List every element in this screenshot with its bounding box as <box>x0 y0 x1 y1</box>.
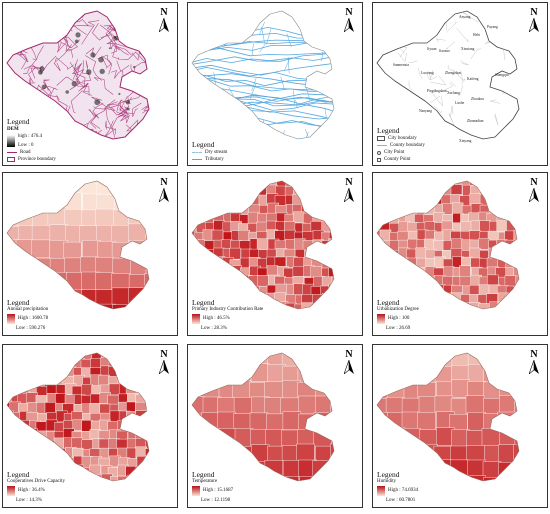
panel-humidity: N Legend Humidity High : 74.6934 Low : 60.78… <box>372 344 548 508</box>
legend-title: Legend <box>192 470 215 479</box>
legend-title: Legend <box>377 470 400 479</box>
city-label: Jiyuan <box>427 47 437 51</box>
admin-map <box>376 10 520 140</box>
legend-gradient <box>192 486 200 496</box>
legend-variable: Temperature <box>192 479 218 484</box>
legend-gradient <box>377 314 385 324</box>
legend-variable: Primary Industry Contribution Rate <box>192 307 264 312</box>
panel-cooperatives: N Legend Cooperatives Drive Capacity High :… <box>2 344 178 508</box>
legend-title: Legend <box>377 298 400 307</box>
legend: Legend Primary Industry Contribution Rate… <box>192 298 263 332</box>
city-label: Kaifeng <box>467 77 479 81</box>
legend: Legend Urbanization Degree High : 100 Low :… <box>377 298 419 332</box>
legend-low: Low : 28.3% <box>201 326 227 331</box>
legend-title: Legend <box>7 470 30 479</box>
north-arrow-icon: N <box>157 350 171 379</box>
choropleth-map <box>376 180 520 310</box>
north-arrow-icon: N <box>527 178 541 207</box>
north-arrow-icon: N <box>342 350 356 379</box>
north-arrow-icon: N <box>342 178 356 207</box>
city-label: Jiaozuo <box>439 49 450 53</box>
panel-admin: Anyang Puyang Hebi Xinxiang Jiaozuo Jiyuan San… <box>372 2 548 166</box>
city-label: Zhumadian <box>467 119 484 123</box>
panel-urbanization: N Legend Urbanization Degree High : 100 Low … <box>372 172 548 336</box>
legend-variable: Cooperatives Drive Capacity <box>7 479 66 484</box>
choropleth-map <box>6 180 150 310</box>
city-label: Luoyang <box>421 71 434 75</box>
city-label: Xuchang <box>447 91 460 95</box>
city-label: Xinyang <box>459 139 472 143</box>
north-arrow-icon: N <box>157 8 171 37</box>
north-arrow-icon: N <box>527 350 541 379</box>
legend-gradient <box>7 486 15 496</box>
legend-variable: Annual precipitation <box>7 307 49 312</box>
legend-low: Low : 14.3% <box>16 498 42 503</box>
legend-gradient <box>192 314 200 324</box>
legend-low: Low : 60.7801 <box>386 498 416 503</box>
legend: Legend Cooperatives Drive Capacity High : … <box>7 470 65 504</box>
dem-map <box>6 10 150 140</box>
city-label: Shangqiu <box>495 73 509 77</box>
legend-high: High : 100 <box>388 316 410 321</box>
north-arrow-icon: N <box>342 8 356 37</box>
panel-temperature: N Legend Temperature High : 15.1687 Low : 12… <box>187 344 363 508</box>
city-label: Anyang <box>459 15 471 19</box>
legend-high: High : 46.5% <box>203 316 230 321</box>
city-label: Zhoukou <box>471 97 484 101</box>
city-label: Xinxiang <box>461 47 475 51</box>
choropleth-map <box>191 180 335 310</box>
legend-high: High : 15.1687 <box>203 488 234 493</box>
city-label: Zhengzhou <box>445 71 462 75</box>
choropleth-map <box>191 352 335 482</box>
panel-primary-industry: N Legend Primary Industry Contribution Rat… <box>187 172 363 336</box>
panel-rivers: N Legend Dry stream Tributary <box>187 2 363 166</box>
choropleth-map <box>376 352 520 482</box>
legend-title: Legend <box>7 298 30 307</box>
legend-dem: Legend DEM high : 476.4 Low : 0 Road Prov… <box>7 117 56 162</box>
legend-variable: Humidity <box>377 479 397 484</box>
legend-high: High : 74.6934 <box>388 488 419 493</box>
legend-admin: Legend City boundary County boundary Cit… <box>377 126 425 162</box>
legend-low: Low : 12.1198 <box>201 498 231 503</box>
city-label: Hebi <box>473 33 480 37</box>
legend-low: Low : 26.69 <box>386 326 411 331</box>
panel-precipitation: N Legend Annual precipitation High : 1600.7… <box>2 172 178 336</box>
north-arrow-icon: N <box>157 178 171 207</box>
river-map <box>191 10 335 140</box>
legend-high: High : 36.4% <box>18 488 45 493</box>
city-label: Sanmenxia <box>393 63 409 67</box>
city-label: Luohe <box>455 101 465 105</box>
panel-dem: N Legend DEM high : 476.4 Low : 0 Road Pr… <box>2 2 178 166</box>
city-label: Nanyang <box>419 109 432 113</box>
north-arrow-icon: N <box>527 8 541 37</box>
choropleth-map <box>6 352 150 482</box>
legend: Legend Humidity High : 74.6934 Low : 60.780… <box>377 470 418 504</box>
legend: Legend Annual precipitation High : 1600.78… <box>7 298 48 332</box>
legend-title: Legend <box>192 298 215 307</box>
city-label: Puyang <box>487 25 498 29</box>
legend-high: High : 1600.78 <box>18 316 49 321</box>
legend-gradient <box>377 486 385 496</box>
legend-variable: Urbanization Degree <box>377 307 419 312</box>
legend-low: Low : 590.276 <box>16 326 46 331</box>
legend-gradient <box>7 314 15 324</box>
legend-rivers: Legend Dry stream Tributary <box>192 140 228 162</box>
city-label: Pingdingshan <box>427 89 447 93</box>
legend: Legend Temperature High : 15.1687 Low : 12.… <box>192 470 233 504</box>
